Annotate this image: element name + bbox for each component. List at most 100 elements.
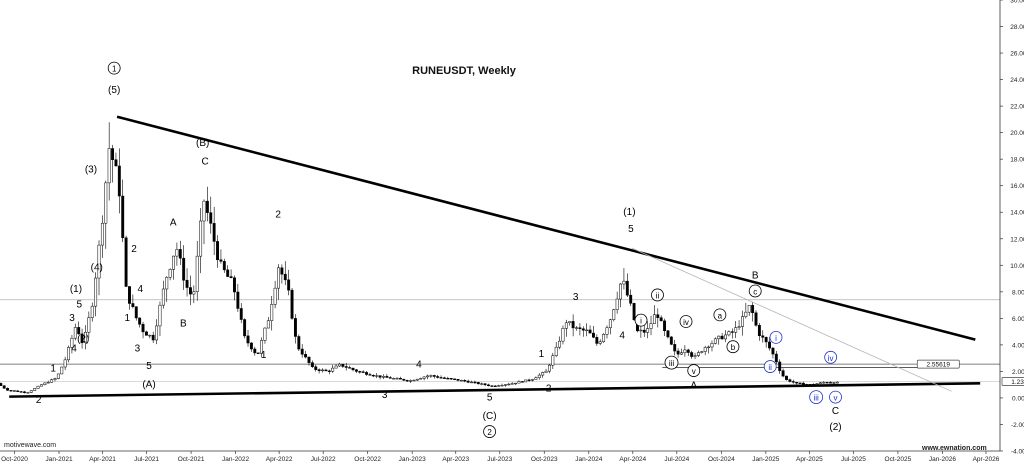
candle-body [774,353,778,363]
wave-label-text: i [640,317,642,326]
wave-label: i [769,331,783,344]
candle-body [541,372,545,376]
wave-label-text: (1) [623,207,635,218]
candle [696,350,700,358]
candle-body [517,381,521,384]
x-tick-label: Jan-2021 [45,456,72,463]
candle-body [690,352,694,357]
candle [158,301,162,337]
wave-label-text: (5) [108,85,120,96]
candle [114,152,118,167]
candle-body [612,309,616,320]
candle-body [547,364,551,372]
wave-label: 3 [69,313,75,324]
candle-body [503,384,507,386]
wave-label: 5 [77,300,83,311]
candle [608,318,612,335]
candle-body [564,322,568,329]
candle-body [12,390,16,392]
wave-label: 2 [36,395,42,406]
wave-label-text: 1 [124,313,130,324]
wave-label: iv [679,315,693,328]
candle-body [405,380,409,382]
y-tick-label: 6.0000 [1012,316,1024,323]
watermark-right: www.ewnation.com [922,445,987,452]
wave-label-text: B [180,318,187,329]
candle [426,374,429,380]
candle [56,373,60,380]
wave-label: 1 [261,350,267,361]
wave-label: (4) [91,263,103,274]
candle [365,370,368,376]
candle [493,385,497,387]
candle-body [344,366,348,368]
candle [693,352,697,360]
candle [266,316,270,329]
candle [29,390,33,393]
candle [216,235,219,268]
candle [778,359,782,374]
candle [629,289,633,307]
candle [785,375,788,381]
wave-label-circle [763,360,777,373]
candle-body [398,378,402,380]
wave-labels: 1(5)(3)(4)(1)534(2)1221435(A)AB(B)C21345… [36,61,842,438]
candle-body [442,377,446,379]
candle-body [46,382,50,384]
candle-body [121,195,125,239]
candle [510,382,514,385]
wave-label: i [634,313,648,327]
candle [195,240,199,301]
wave-label-text: A [690,381,697,392]
candle [564,319,568,337]
candle [128,286,131,310]
candle [459,379,463,382]
wave-label-text: 5 [628,224,634,235]
candle-body [310,362,314,367]
candle [310,360,314,368]
candle [199,208,203,274]
candle-body [334,365,338,369]
candle-body [222,261,226,271]
wave-label: 2 [546,383,552,394]
wave-label-text: 3 [382,390,388,401]
candle [307,356,311,366]
candle-body [243,319,247,337]
candle-body [144,331,148,336]
candle-body [791,381,795,383]
candle-body [202,200,206,222]
candle-body [470,381,473,384]
candle-body [710,343,714,348]
candle [168,268,172,281]
candle-body [199,220,203,257]
candle-body [331,367,335,372]
candle [602,333,606,343]
candle [117,148,121,214]
candle [476,381,480,385]
price-label-box [1001,377,1024,386]
candle-body [456,379,460,381]
candle [405,379,409,383]
candle-body [554,346,558,356]
wave-label-circle [107,61,121,75]
candle [747,305,751,316]
wave-label: 1 [107,61,121,75]
candle-body [646,328,650,333]
candle-body [463,379,467,382]
wave-label-text: a [718,311,723,320]
x-tick-label: Oct-2022 [354,456,381,463]
candle [720,333,724,340]
candle-body [727,331,731,336]
candle [385,374,389,378]
candle-body [273,287,277,305]
wave-label: 4 [416,359,422,370]
candle [344,362,348,371]
candle-body [23,391,26,393]
wave-label: ii [763,360,777,373]
candle [544,368,548,373]
candle-body [219,259,223,262]
candle [378,375,382,380]
candle-body [354,369,358,372]
candle [151,331,155,343]
candle-body [297,336,301,350]
